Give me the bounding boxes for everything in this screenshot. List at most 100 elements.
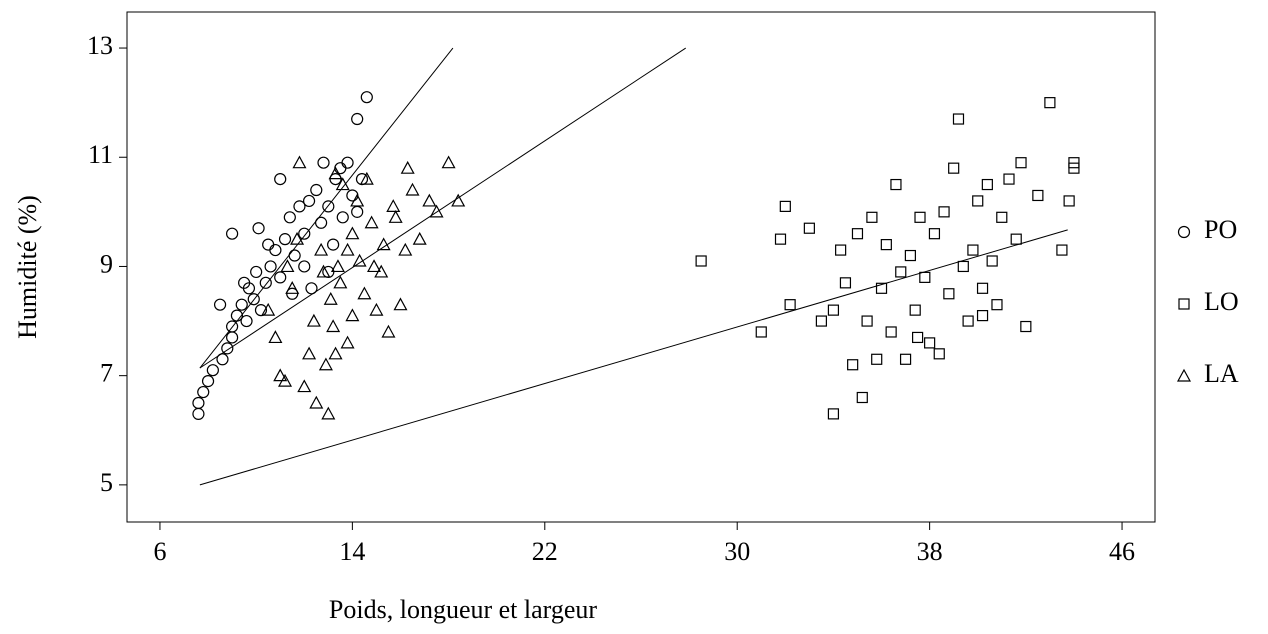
marker-circle <box>315 216 328 229</box>
marker-triangle <box>398 242 413 256</box>
marker-circle <box>298 227 311 240</box>
marker-square <box>856 391 868 404</box>
marker-triangle <box>330 259 345 273</box>
marker-square <box>943 288 955 300</box>
fit-line <box>199 47 687 369</box>
legend-label: LA <box>1204 359 1239 388</box>
marker-circle <box>278 233 292 246</box>
marker-triangle <box>422 193 437 207</box>
marker-triangle <box>381 324 396 338</box>
marker-square <box>928 228 941 240</box>
marker-triangle <box>367 259 382 273</box>
marker-square <box>851 228 864 240</box>
marker-square <box>885 326 897 338</box>
marker-circle <box>238 276 251 289</box>
marker-square <box>972 195 984 207</box>
marker-square <box>952 113 965 125</box>
marker-circle <box>360 91 373 104</box>
legend-label: PO <box>1204 215 1237 244</box>
marker-circle <box>192 396 205 410</box>
marker-circle <box>216 353 229 366</box>
marker-square <box>1010 233 1022 245</box>
marker-square <box>1068 157 1080 169</box>
marker-circle <box>252 222 265 235</box>
marker-triangle <box>316 264 331 278</box>
x-tick-label: 22 <box>532 537 558 566</box>
marker-circle <box>274 172 287 186</box>
marker-triangle <box>328 346 343 360</box>
marker-triangle <box>306 313 321 327</box>
marker-square <box>962 315 974 327</box>
marker-triangle <box>388 210 403 223</box>
marker-square <box>914 211 926 223</box>
marker-circle <box>298 260 311 273</box>
marker-circle <box>192 407 205 420</box>
marker-square <box>890 178 902 191</box>
marker-triangle <box>400 160 415 174</box>
marker-circle <box>310 183 323 197</box>
marker-square <box>895 266 907 278</box>
marker-triangle <box>333 275 348 289</box>
marker-circle <box>1177 225 1191 239</box>
marker-triangle <box>292 155 307 169</box>
marker-square <box>904 249 916 262</box>
marker-circle <box>305 282 318 295</box>
marker-triangle <box>359 171 374 185</box>
marker-square <box>1003 173 1015 185</box>
marker-triangle <box>302 346 317 360</box>
marker-triangle <box>393 297 408 311</box>
marker-circle <box>351 112 364 126</box>
y-tick-label: 7 <box>100 359 113 388</box>
marker-square <box>924 337 936 349</box>
marker-triangle <box>429 204 444 218</box>
y-tick-label: 11 <box>88 140 113 169</box>
marker-triangle <box>352 253 367 267</box>
marker-triangle <box>376 237 391 251</box>
marker-triangle <box>328 166 343 180</box>
marker-square <box>957 260 969 273</box>
marker-square <box>815 315 827 327</box>
marker-triangle <box>1176 368 1192 382</box>
marker-triangle <box>451 193 466 207</box>
marker-triangle <box>261 302 276 316</box>
marker-circle <box>288 249 301 262</box>
marker-circle <box>302 194 316 208</box>
x-tick-label: 38 <box>917 537 943 566</box>
marker-square <box>933 348 945 360</box>
marker-circle <box>322 200 335 213</box>
marker-circle <box>250 265 263 279</box>
marker-square <box>948 162 960 174</box>
marker-square <box>1015 157 1027 169</box>
marker-square <box>866 211 878 223</box>
marker-circle <box>230 309 244 322</box>
marker-circle <box>226 331 239 344</box>
marker-square <box>1044 97 1056 109</box>
marker-square <box>755 326 767 338</box>
marker-circle <box>235 298 248 311</box>
marker-square <box>803 222 815 234</box>
marker-square <box>1056 244 1068 256</box>
marker-circle <box>213 298 227 311</box>
marker-triangle <box>386 199 401 212</box>
marker-square <box>1020 320 1032 333</box>
marker-circle <box>247 293 260 306</box>
marker-circle <box>264 260 277 273</box>
y-tick-label: 9 <box>100 249 113 278</box>
legend-label: LO <box>1204 287 1239 316</box>
marker-square <box>909 304 921 316</box>
marker-square <box>784 299 796 311</box>
marker-square <box>899 353 912 365</box>
marker-circle <box>206 364 219 377</box>
fit-line <box>199 47 454 369</box>
marker-square <box>967 244 979 256</box>
marker-triangle <box>335 177 350 191</box>
x-tick-label: 46 <box>1109 537 1135 566</box>
marker-circle <box>341 156 354 169</box>
marker-triangle <box>280 259 295 273</box>
marker-triangle <box>364 215 379 229</box>
marker-circle <box>327 238 340 251</box>
marker-circle <box>226 227 239 240</box>
marker-square <box>976 309 989 322</box>
marker-circle <box>336 211 349 224</box>
marker-triangle <box>326 319 341 333</box>
